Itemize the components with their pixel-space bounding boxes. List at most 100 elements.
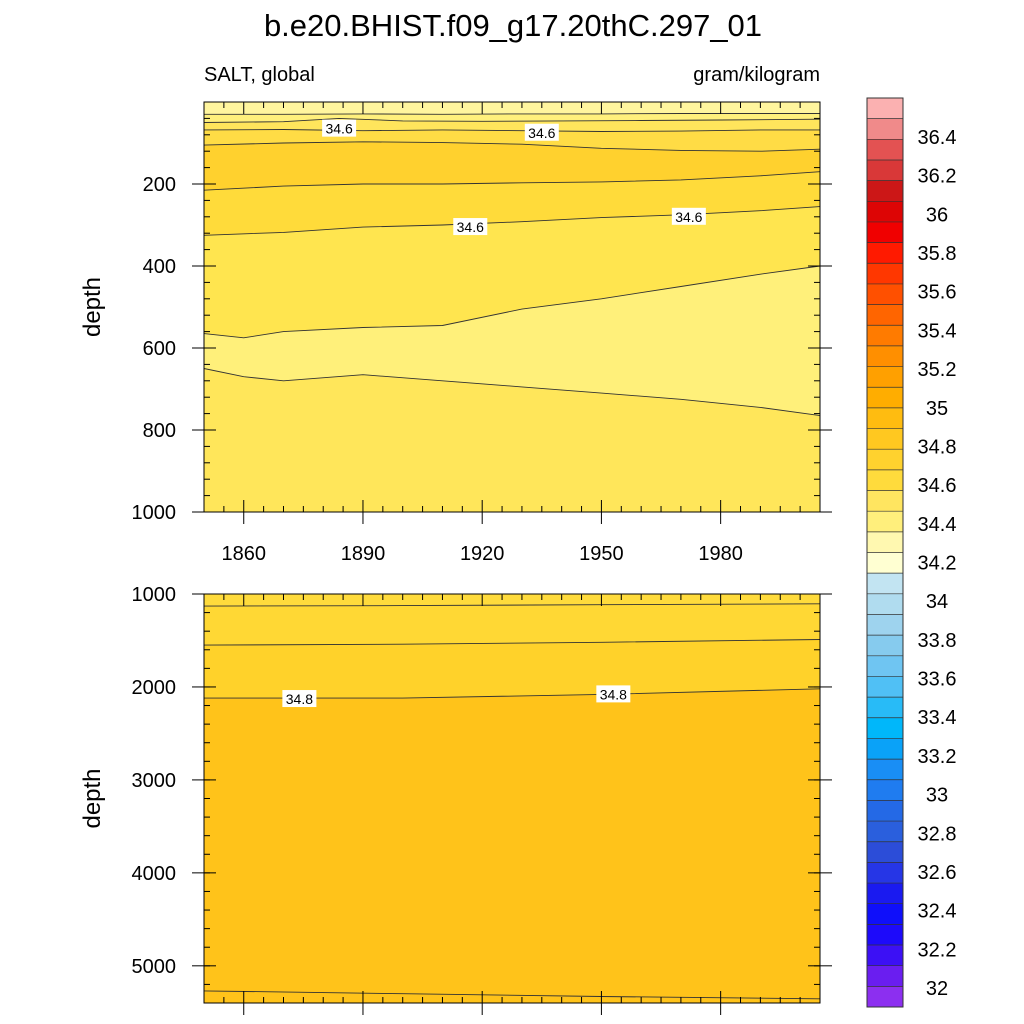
colorbar-swatch — [867, 511, 903, 533]
colorbar-swatch — [867, 841, 903, 863]
colorbar-swatch — [867, 387, 903, 409]
colorbar-swatch — [867, 98, 903, 120]
y-tick-label: 1000 — [132, 584, 177, 606]
colorbar-swatch — [867, 325, 903, 347]
colorbar-label: 35.6 — [918, 282, 957, 304]
y-axis-label: depth — [79, 277, 106, 337]
colorbar-label: 32.8 — [918, 823, 957, 845]
contour-band — [204, 688, 820, 999]
colorbar-swatch — [867, 118, 903, 140]
colorbar-swatch — [867, 201, 903, 223]
colorbar-swatch — [867, 965, 903, 987]
colorbar-swatch — [867, 263, 903, 285]
contour-band — [204, 266, 820, 416]
contour-label: 34.6 — [528, 125, 555, 141]
contour-line — [203, 990, 821, 1000]
y-tick-label: 400 — [143, 256, 176, 278]
contour-line — [203, 171, 821, 191]
contour-band — [204, 368, 820, 512]
colorbar-swatch — [867, 614, 903, 636]
contour-band — [204, 129, 820, 152]
contour-band — [204, 603, 820, 646]
colorbar-label: 34.2 — [918, 553, 957, 575]
contour-label-box — [596, 685, 631, 703]
colorbar-label: 32.2 — [918, 939, 957, 961]
contour-line — [203, 117, 821, 123]
contour-label-box — [671, 207, 706, 225]
lower-panel: 34.8 34.8 1000 2000 3000 4000 5000 depth — [79, 584, 832, 1015]
contour-label-box — [322, 119, 357, 137]
colorbar-label: 35 — [926, 398, 948, 420]
contour-band — [204, 990, 820, 1003]
colorbar-swatch — [867, 903, 903, 925]
colorbar-swatch — [867, 635, 903, 657]
colorbar-label: 35.2 — [918, 359, 957, 381]
colorbar-label: 33.2 — [918, 746, 957, 768]
colorbar-label: 34.6 — [918, 475, 957, 497]
colorbar-swatch — [867, 304, 903, 326]
contour-band — [204, 171, 820, 236]
colorbar-label: 33.8 — [918, 630, 957, 652]
colorbar-swatch — [867, 407, 903, 429]
colorbar-swatch — [867, 139, 903, 161]
variable-label: SALT, global — [204, 64, 315, 86]
contour-band — [204, 141, 820, 191]
colorbar-label: 34 — [926, 591, 948, 613]
plot-frame — [203, 101, 821, 513]
contour-label: 34.6 — [457, 219, 484, 235]
colorbar-label: 35.4 — [918, 320, 957, 342]
y-tick-label: 800 — [143, 420, 176, 442]
colorbar-label: 35.8 — [918, 243, 957, 265]
colorbar-label: 32.6 — [918, 862, 957, 884]
colorbar-swatch — [867, 924, 903, 946]
colorbar-label: 32.4 — [918, 901, 957, 923]
colorbar-swatch — [867, 593, 903, 615]
x-tick-label: 1920 — [460, 543, 505, 565]
colorbar-swatch — [867, 180, 903, 202]
contour-line — [203, 603, 821, 607]
colorbar-label: 34.8 — [918, 436, 957, 458]
colorbar-label: 34.4 — [918, 514, 957, 536]
y-tick-label: 200 — [143, 174, 176, 196]
chart-title: b.e20.BHIST.f09_g17.20thC.297_01 — [264, 8, 762, 43]
contour-line — [203, 265, 821, 339]
colorbar-frame — [866, 97, 904, 1008]
colorbar-swatch — [867, 697, 903, 719]
colorbar-label: 33.6 — [918, 669, 957, 691]
colorbar-swatch — [867, 738, 903, 760]
contour-line — [203, 368, 821, 417]
colorbar-swatch — [867, 573, 903, 595]
colorbar-swatch — [867, 717, 903, 739]
colorbar-swatch — [867, 490, 903, 512]
y-tick-label: 1000 — [132, 502, 177, 524]
colorbar-swatch — [867, 655, 903, 677]
x-tick-label: 1890 — [341, 543, 386, 565]
contour-line — [204, 113, 820, 115]
colorbar-swatch — [867, 283, 903, 305]
contour-label: 34.8 — [286, 691, 313, 707]
x-tick-label: 1950 — [579, 543, 624, 565]
x-tick-labels: 1860 1890 1920 1950 1980 — [221, 543, 742, 565]
contour-line — [203, 639, 821, 646]
colorbar-label: 36.4 — [918, 127, 957, 149]
colorbar-label: 32 — [926, 978, 948, 1000]
units-label: gram/kilogram — [693, 64, 820, 86]
y-tick-label: 3000 — [132, 770, 177, 792]
x-tick-label: 1980 — [698, 543, 743, 565]
colorbar-label: 33.4 — [918, 707, 957, 729]
colorbar-swatch — [867, 986, 903, 1008]
colorbar-swatch — [867, 759, 903, 781]
y-axis-label: depth — [79, 768, 106, 828]
contour-line — [203, 141, 821, 152]
colorbar-swatch — [867, 242, 903, 264]
colorbar-swatch — [867, 531, 903, 553]
colorbar-swatch — [867, 552, 903, 574]
y-tick-label: 600 — [143, 338, 176, 360]
colorbar-swatch — [867, 779, 903, 801]
y-tick-label: 4000 — [132, 863, 177, 885]
colorbar-swatch — [867, 800, 903, 822]
colorbar-swatch — [867, 449, 903, 471]
colorbar-swatch — [867, 945, 903, 967]
contour-label-box — [282, 690, 317, 708]
